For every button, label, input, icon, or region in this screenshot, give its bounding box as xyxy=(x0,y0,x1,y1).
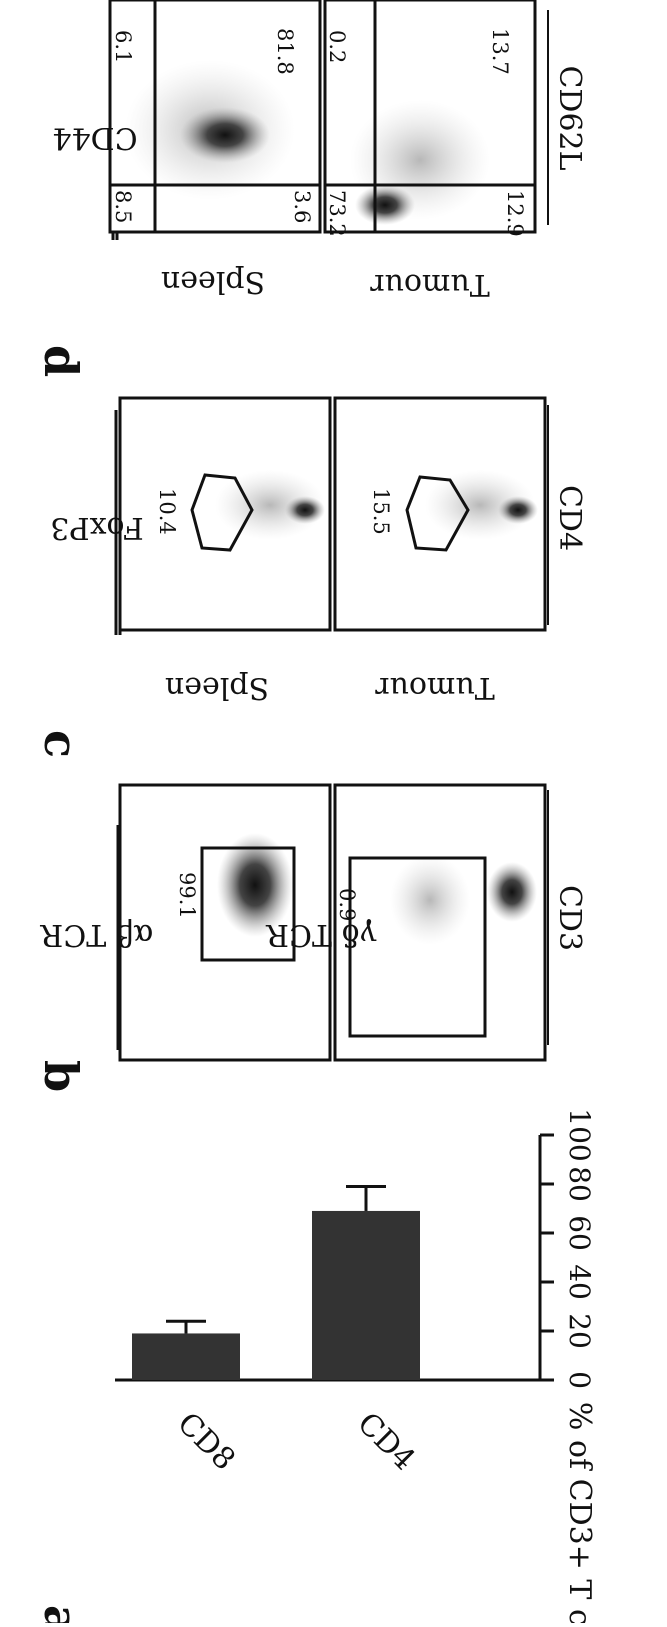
x-tick-label-cd8: CD8 xyxy=(170,1406,241,1477)
bar-cd4 xyxy=(312,1210,420,1380)
panel-d-q-lr-tumour: 13.7 xyxy=(488,28,512,75)
panel-d-tissue-tumour: Tumour xyxy=(370,267,490,302)
panel-b-ylabel-alphabeta: αβ TCR xyxy=(39,917,153,952)
panel-d-q-ul-spleen: 8.5 xyxy=(111,190,135,223)
panel-letter-a: a xyxy=(34,1605,88,1623)
panel-d-tissue-spleen: Spleen xyxy=(161,264,265,299)
panel-b-ylabel-gammadelta: γδ TCR xyxy=(265,917,377,952)
panel-d-q-ul-tumour: 73.2 xyxy=(325,190,349,237)
panel-c-cluster-tumour xyxy=(498,496,538,524)
panel-b-cluster-alphabeta xyxy=(217,833,293,937)
panel-c-gate-tumour xyxy=(405,475,470,552)
y-axis-label: % of CD3+ T cells xyxy=(562,1402,597,1623)
panel-c-gate-spleen xyxy=(190,473,254,552)
panel-b: 99.1 αβ TCR 0.9 γδ TCR CD3 xyxy=(39,783,587,1062)
bar-chart: 0 20 40 60 80 100 CD4 CD8 % of CD3+ T cells xyxy=(115,1108,597,1627)
panel-c-y-label: FoxP3 xyxy=(50,510,143,545)
panel-b-cluster-gammadelta xyxy=(487,862,537,922)
panel-d-q-ur-spleen: 6.1 xyxy=(111,30,135,63)
panel-c-tissue-tumour: Tumour xyxy=(375,670,495,705)
y-tick-label: 40 xyxy=(563,1264,596,1300)
panel-c-x-label: CD4 xyxy=(552,485,587,551)
panel-d-y-label: CD44 xyxy=(52,120,137,155)
panel-c: 10.4 Spleen 15.5 Tumour FoxP3 CD4 xyxy=(50,396,587,705)
panel-d: 8.5 6.1 3.6 81.8 Spleen 73.2 0.2 12.9 13… xyxy=(52,0,587,302)
y-tick-label: 60 xyxy=(563,1215,596,1251)
panel-c-cluster-spleen xyxy=(285,496,325,524)
panel-c-value-spleen: 10.4 xyxy=(155,488,179,535)
panel-c-value-tumour: 15.5 xyxy=(369,488,393,535)
panel-b-gate-alphabeta xyxy=(200,846,296,962)
y-tick-label: 20 xyxy=(563,1313,596,1349)
panel-d-cluster-spleen xyxy=(180,107,270,163)
x-tick-label-cd4: CD4 xyxy=(350,1406,421,1477)
panel-b-haze-gammadelta xyxy=(390,855,470,945)
panel-d-q-ur-tumour: 0.2 xyxy=(325,30,349,63)
panel-d-q-ll-tumour: 12.9 xyxy=(503,190,527,237)
panel-b-value-alphabeta: 99.1 xyxy=(175,872,199,919)
panel-c-tissue-spleen: Spleen xyxy=(165,670,269,705)
panel-b-value-gammadelta: 0.9 xyxy=(335,888,359,921)
panel-d-cluster-tumour xyxy=(355,185,415,225)
panel-letter-c: c xyxy=(34,730,88,758)
y-tick-label: 80 xyxy=(563,1166,596,1202)
panel-d-q-lr-spleen: 81.8 xyxy=(273,28,297,75)
y-tick-label: 0 xyxy=(563,1371,596,1389)
bar-cd8 xyxy=(132,1333,240,1380)
y-tick-label: 100 xyxy=(563,1108,596,1161)
panel-letter-d: d xyxy=(34,345,88,377)
panel-d-x-label: CD62L xyxy=(552,65,587,170)
panel-b-x-label: CD3 xyxy=(552,885,587,951)
panel-c-haze-tumour xyxy=(425,470,535,540)
panel-b-gate-gammadelta xyxy=(348,856,487,1038)
panel-d-q-ll-spleen: 3.6 xyxy=(290,190,314,223)
panel-letter-b: b xyxy=(34,1060,88,1092)
